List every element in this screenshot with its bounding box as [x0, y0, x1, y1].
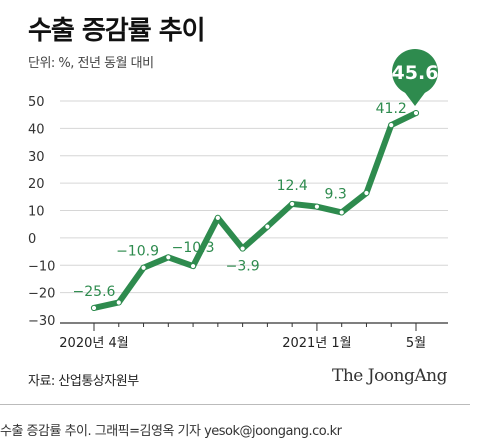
highlight-marker: 45.6: [392, 49, 439, 107]
data-point: [165, 254, 172, 261]
data-point: [140, 264, 147, 271]
data-point: [115, 299, 122, 306]
data-point: [90, 304, 98, 312]
data-point: [189, 262, 197, 270]
data-label: 41.2: [376, 101, 407, 117]
chart-title: 수출 증감률 추이: [28, 16, 206, 46]
y-tick-label: 0: [28, 232, 36, 247]
x-tick-label: 2021년 1월: [282, 336, 351, 351]
source-note: 자료: 산업통상자원부: [28, 374, 139, 389]
data-point: [239, 245, 246, 252]
y-tick-label: 40: [28, 122, 45, 137]
y-tick-label: 50: [28, 95, 45, 110]
data-label: 9.3: [325, 186, 347, 202]
data-label: 12.4: [277, 178, 308, 194]
brand-logo: The JoongAng: [332, 366, 447, 386]
x-axis: 2020년 4월 2021년 1월 5월: [59, 322, 448, 351]
highlight-bubble: [392, 49, 438, 95]
unit-label: 단위: %, 전년 동월 대비: [28, 56, 154, 71]
data-point: [338, 209, 345, 216]
x-tick-label: 2020년 4월: [59, 336, 128, 351]
data-point: [412, 109, 420, 117]
y-tick-label: 20: [28, 177, 45, 192]
data-labels: −25.6 −10.9 −10.3 −3.9 12.4 9.3 41.2: [73, 101, 407, 300]
data-label: −3.9: [226, 259, 260, 275]
data-point: [264, 223, 271, 230]
data-point: [214, 214, 221, 221]
data-point: [289, 200, 296, 208]
data-label: −25.6: [73, 284, 116, 300]
series-line: [91, 110, 419, 311]
data-point: [313, 203, 321, 210]
data-points: [90, 109, 420, 312]
data-point: [363, 189, 370, 197]
y-tick-labels: 50 40 30 20 10 0 −10 −20 −30: [28, 95, 55, 329]
y-tick-label: 30: [28, 150, 45, 165]
x-tick-label: 5월: [406, 336, 426, 351]
data-label: −10.9: [116, 244, 159, 260]
caption-divider: [0, 404, 470, 405]
series-polyline: [91, 110, 419, 311]
image-caption: 수출 증감률 추이. 그래픽=김영옥 기자 yesok@joongang.co.…: [0, 424, 342, 439]
data-label: −10.3: [172, 240, 215, 256]
y-tick-label: −20: [28, 287, 55, 302]
data-point: [388, 121, 395, 129]
y-tick-label: 10: [28, 205, 45, 220]
y-tick-label: −30: [28, 314, 55, 329]
highlight-label: 45.6: [392, 62, 439, 84]
y-tick-label: −10: [28, 259, 55, 274]
